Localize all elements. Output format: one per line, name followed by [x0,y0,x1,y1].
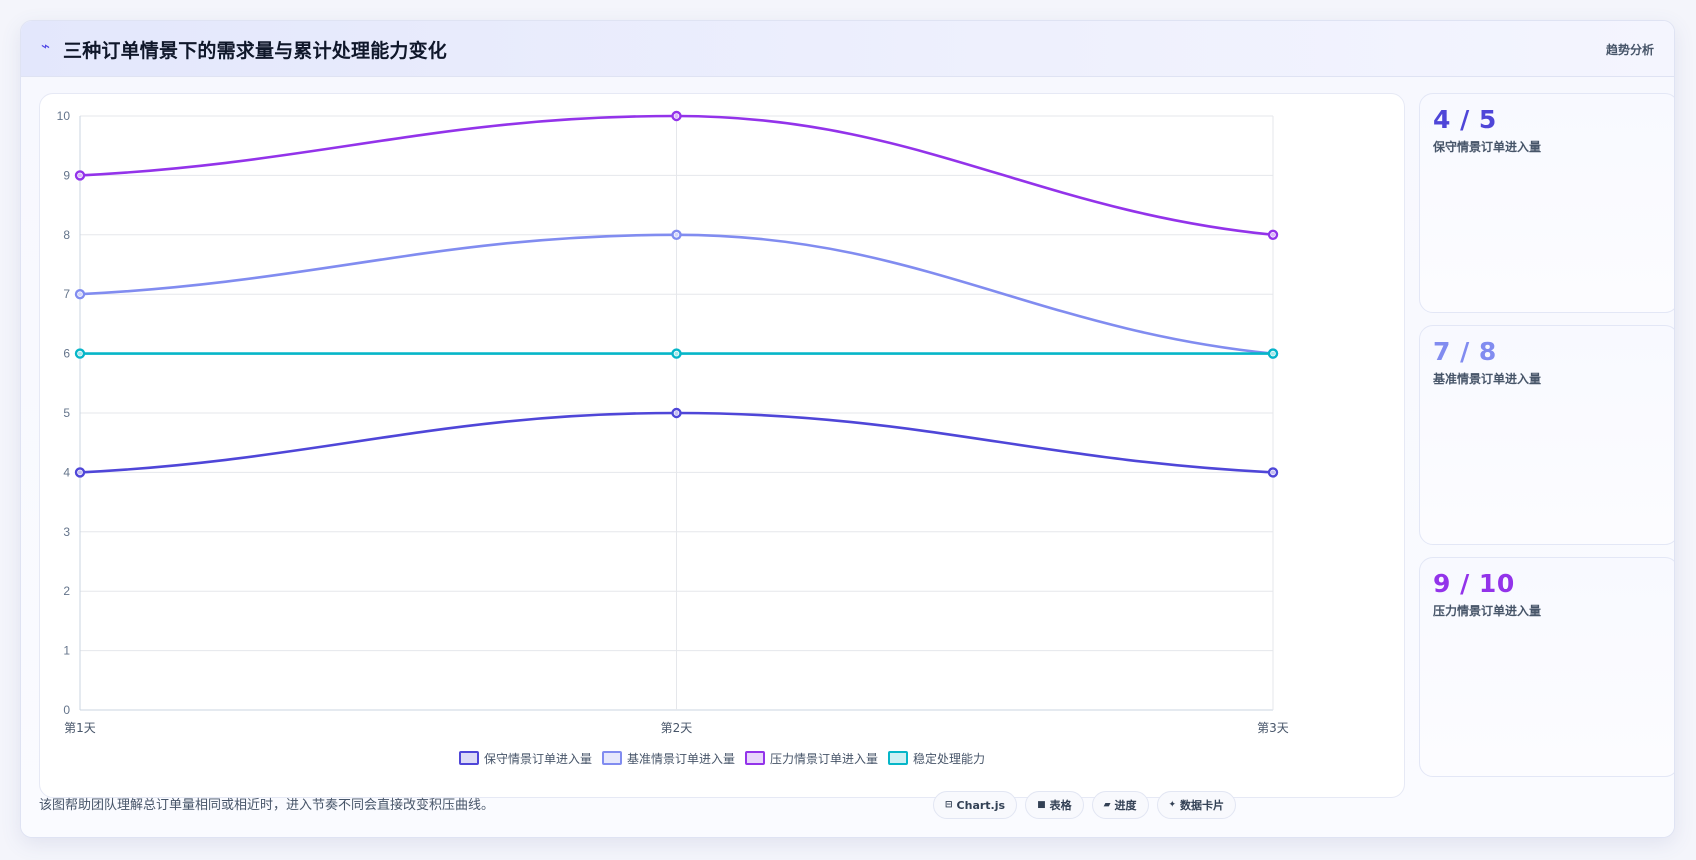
data-point-fill [78,292,82,297]
chart-title: 三种订单情景下的需求量与累计处理能力变化 [63,40,448,62]
data-point-fill [1271,351,1275,356]
data-point-fill [78,470,82,475]
data-point-fill [674,351,679,356]
stat-card-conservative: 4 / 5 保守情景订单进入量 [1419,93,1674,313]
data-point [74,467,86,478]
stat-label: 基准情景订单进入量 [1433,372,1542,386]
data-point-fill [674,411,679,415]
data-point-fill [1271,470,1275,475]
pill-label: 表格 [1049,799,1072,812]
legend-label: 基准情景订单进入量 [626,751,735,766]
chart-footnote: 该图帮助团队理解总订单量相同或相近时，进入节奏不同会直接改变积压曲线。 [39,798,495,813]
data-point-fill [1271,232,1275,237]
pill-label: 数据卡片 [1180,799,1225,812]
data-point-fill [78,173,82,178]
line-chart: 0 1 2 3 4 5 6 7 8 9 10 第1天 第2天 第3天 [57,109,1289,735]
legend-item[interactable]: 保守情景订单进入量 [458,750,592,767]
wave-icon: ⌁ [41,37,51,55]
y-tick-label: 6 [63,347,70,361]
chart-panel: 0 1 2 3 4 5 6 7 8 9 10 第1天 第2天 第3天 保守情景订单进入量 基准情景订单进入量… [39,93,1405,798]
pill-label: 进度 [1114,799,1137,812]
data-point [671,229,682,241]
pill-table[interactable]: ■ 表格 [1025,791,1084,819]
legend-item[interactable]: 稳定处理能力 [888,750,985,767]
stat-label: 压力情景订单进入量 [1433,604,1542,618]
stat-value: 9 / 10 [1433,569,1515,598]
data-point-fill [78,351,82,356]
data-point [74,170,86,181]
legend-item[interactable]: 压力情景订单进入量 [745,750,878,767]
legend-swatch [745,751,765,765]
data-point [1267,348,1279,359]
data-point [74,348,86,359]
stat-label: 保守情景订单进入量 [1433,140,1542,154]
legend-label: 保守情景订单进入量 [483,751,592,766]
stat-card-stress: 9 / 10 压力情景订单进入量 [1419,557,1674,777]
y-tick-label: 1 [63,644,70,658]
pill-chartjs[interactable]: ⊟ Chart.js [933,791,1018,819]
y-tick-label: 8 [63,228,70,242]
pill-data-cards[interactable]: ✦ 数据卡片 [1156,791,1237,819]
pill-label: Chart.js [956,798,1006,812]
data-point-fill [674,114,679,118]
chart-card: ⌁ 三种订单情景下的需求量与累计处理能力变化 趋势分析 0 1 2 3 4 5 6 7 8 9 10… [20,20,1675,838]
stat-value: 4 / 5 [1433,105,1497,134]
progress-icon: ▰ [1103,800,1111,810]
x-tick-label: 第1天 [64,721,96,735]
stat-value: 7 / 8 [1433,337,1497,366]
card-header: ⌁ 三种订单情景下的需求量与累计处理能力变化 趋势分析 [21,21,1674,77]
data-point [671,110,682,122]
data-point [1267,467,1279,478]
y-tick-label: 4 [63,465,70,479]
feature-pills: ⊟ Chart.js ■ 表格 ▰ 进度 ✦ 数据卡片 [933,791,1237,819]
legend-swatch [601,751,622,765]
legend-swatch [888,751,909,765]
legend-label: 压力情景订单进入量 [770,751,879,766]
y-tick-label: 5 [63,406,70,420]
stat-card-baseline: 7 / 8 基准情景订单进入量 [1419,325,1674,545]
data-point [1267,229,1279,241]
y-tick-label: 10 [57,109,71,123]
trend-analysis-tag: 趋势分析 [1605,43,1654,57]
legend-label: 稳定处理能力 [913,751,986,766]
y-tick-label: 0 [63,703,70,717]
legend-swatch [458,751,479,765]
y-tick-label: 9 [63,168,70,182]
sparkle-icon: ✦ [1168,800,1177,810]
legend-item[interactable]: 基准情景订单进入量 [601,750,735,767]
chart-legend: 保守情景订单进入量 基准情景订单进入量 压力情景订单进入量 稳定处理能力 [40,748,1404,768]
y-tick-label: 7 [63,287,70,301]
y-tick-label: 3 [63,525,70,539]
chart-icon: ⊟ [945,800,953,810]
pill-progress[interactable]: ▰ 进度 [1091,791,1149,819]
table-icon: ■ [1037,800,1046,810]
x-tick-label: 第3天 [1257,721,1289,735]
data-point-fill [674,232,679,237]
data-point [671,348,682,359]
y-tick-label: 2 [63,584,70,598]
data-point [74,288,86,300]
x-tick-label: 第2天 [661,721,693,735]
data-point [671,407,682,419]
